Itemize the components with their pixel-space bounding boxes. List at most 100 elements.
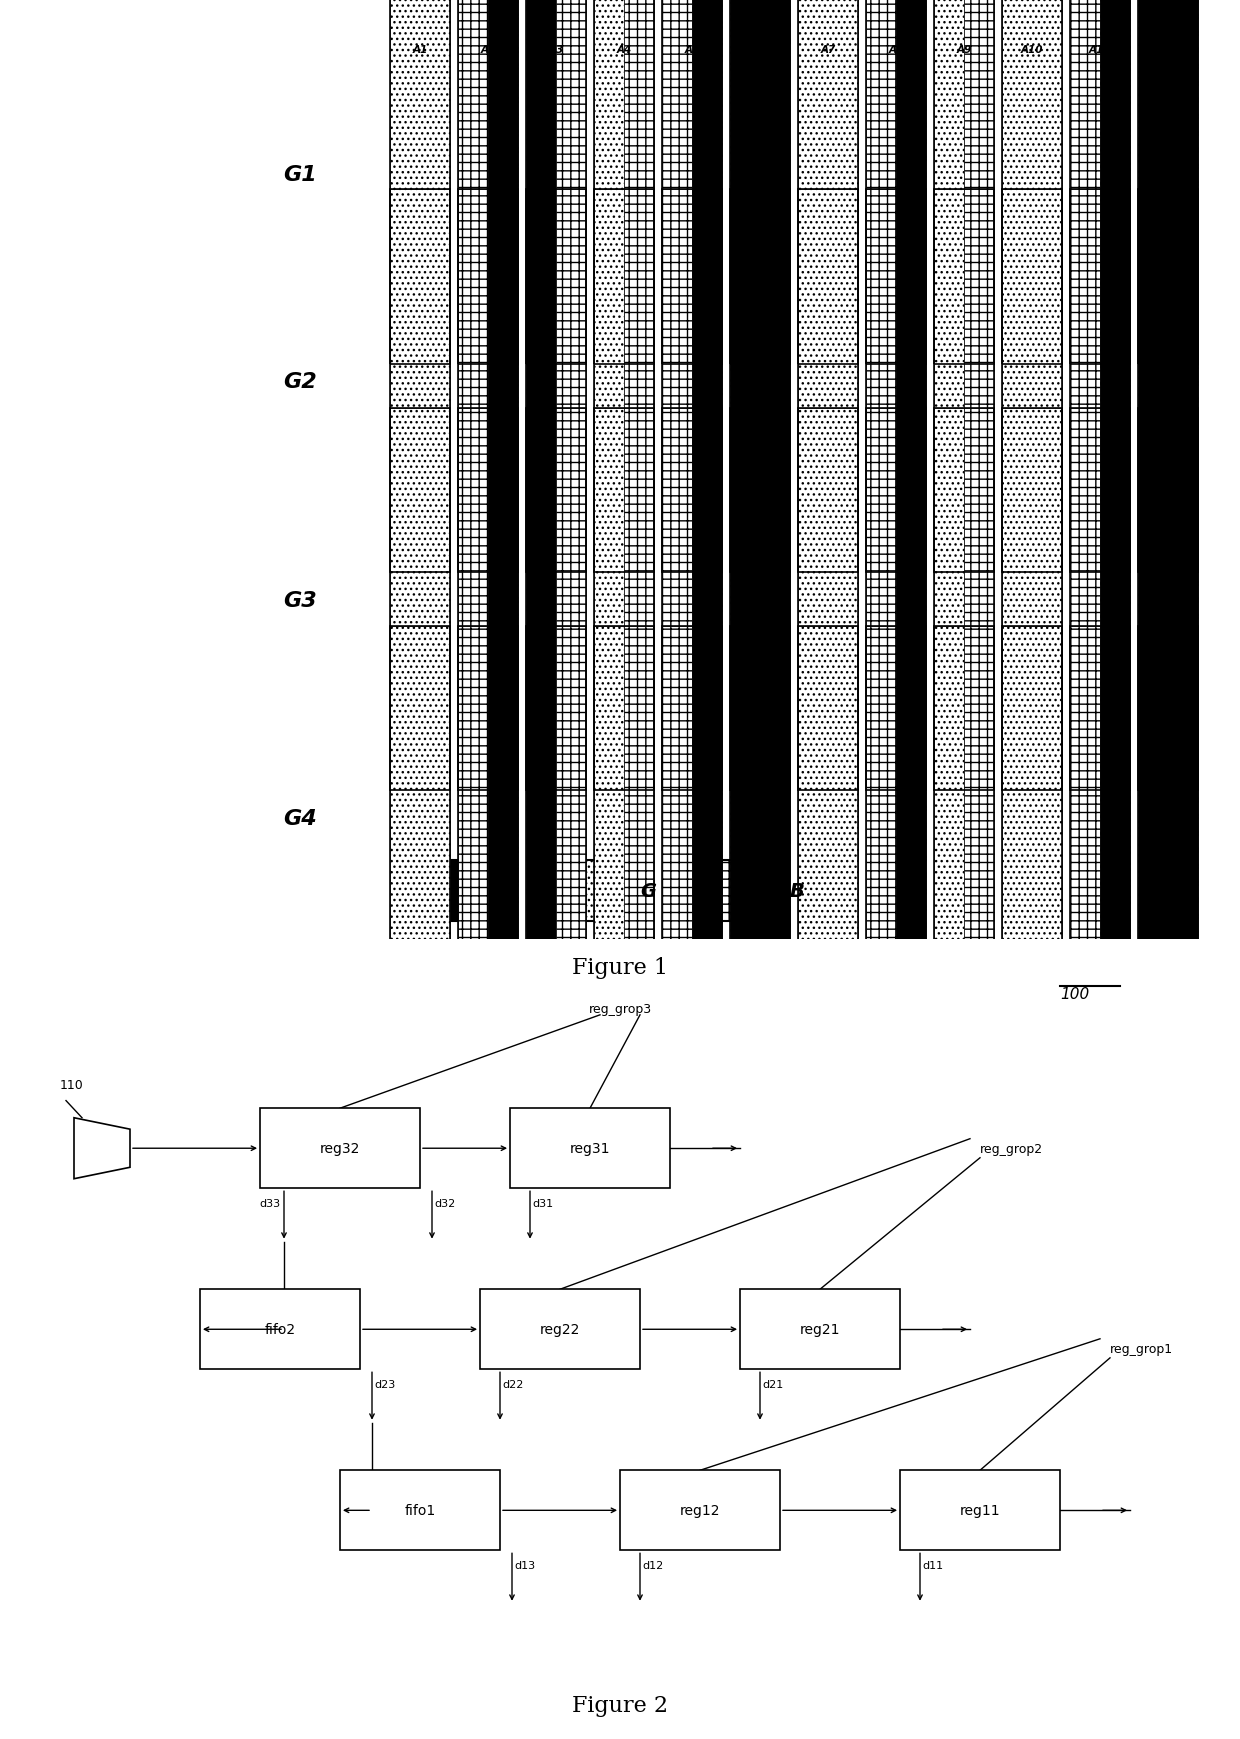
Bar	[1138, 0, 1198, 365]
Bar	[963, 190, 994, 572]
Bar	[594, 409, 624, 791]
Bar	[934, 190, 963, 572]
Bar	[391, 409, 450, 791]
Bar	[526, 0, 587, 365]
Bar	[391, 190, 450, 572]
Text: Figure 1: Figure 1	[572, 956, 668, 979]
Bar	[662, 0, 692, 365]
Bar	[1100, 409, 1130, 791]
Text: G: G	[640, 882, 656, 901]
Bar	[1138, 409, 1198, 791]
Text: d11: d11	[923, 1560, 944, 1570]
Bar	[866, 409, 897, 791]
Bar	[897, 190, 926, 572]
Bar	[1070, 0, 1130, 365]
Bar	[692, 626, 722, 1009]
Bar	[730, 0, 790, 365]
Text: reg12: reg12	[680, 1504, 720, 1518]
Bar	[799, 626, 858, 1009]
Bar	[1002, 409, 1061, 791]
Bar	[458, 409, 518, 791]
Bar	[1002, 409, 1061, 791]
Bar	[1002, 190, 1061, 572]
Bar	[866, 190, 897, 572]
Bar	[489, 626, 518, 1009]
Bar	[692, 409, 722, 791]
Text: A2: A2	[480, 45, 496, 54]
Text: reg_grop1: reg_grop1	[1110, 1343, 1173, 1355]
Bar	[1100, 190, 1130, 572]
Text: reg21: reg21	[800, 1323, 841, 1337]
Bar	[900, 1471, 1060, 1551]
Bar	[420, 861, 476, 922]
Bar	[1138, 626, 1198, 1009]
Bar	[730, 409, 790, 791]
Bar	[526, 409, 556, 791]
Text: A4: A4	[616, 45, 631, 54]
Bar	[624, 626, 653, 1009]
Bar	[489, 409, 518, 791]
Bar	[934, 409, 994, 791]
Bar	[1002, 626, 1061, 1009]
Bar	[963, 409, 994, 791]
Text: A12: A12	[1157, 45, 1179, 54]
Bar	[1100, 626, 1130, 1009]
Bar	[556, 409, 587, 791]
Bar	[526, 626, 587, 1009]
Text: d33: d33	[259, 1198, 280, 1209]
Text: A8: A8	[888, 45, 904, 54]
Text: 110: 110	[60, 1078, 84, 1092]
Bar	[594, 626, 624, 1009]
Bar	[799, 190, 858, 572]
Text: d22: d22	[502, 1379, 523, 1389]
Bar	[1070, 190, 1130, 572]
Bar	[594, 190, 624, 572]
Bar	[720, 861, 776, 922]
Bar	[692, 190, 722, 572]
Bar	[866, 0, 897, 365]
Bar	[556, 626, 587, 1009]
Bar	[730, 626, 790, 1009]
Bar	[730, 409, 790, 791]
Text: G1: G1	[283, 165, 317, 184]
Bar	[624, 409, 653, 791]
Bar	[1138, 0, 1198, 365]
Bar	[620, 1471, 780, 1551]
Text: A3: A3	[548, 45, 564, 54]
Bar	[510, 1108, 670, 1188]
Bar	[730, 0, 790, 365]
Bar	[489, 0, 518, 365]
Text: d23: d23	[374, 1379, 396, 1389]
Text: 100: 100	[1060, 986, 1089, 1002]
Bar	[799, 409, 858, 791]
Bar	[340, 1471, 500, 1551]
Bar	[866, 626, 926, 1009]
Bar	[458, 0, 518, 365]
Bar	[526, 0, 556, 365]
Bar	[799, 0, 858, 365]
Bar	[662, 626, 692, 1009]
Bar	[1070, 626, 1100, 1009]
Text: d31: d31	[532, 1198, 553, 1209]
Text: G4: G4	[283, 809, 317, 830]
Bar	[594, 190, 653, 572]
Bar	[866, 626, 897, 1009]
Bar	[391, 0, 450, 365]
Bar	[391, 626, 450, 1009]
Bar	[662, 409, 692, 791]
Text: Figure 2: Figure 2	[572, 1694, 668, 1716]
Bar	[662, 190, 692, 572]
Text: B: B	[790, 882, 805, 901]
Bar	[692, 0, 722, 365]
Text: G3: G3	[283, 591, 317, 610]
Bar	[934, 626, 994, 1009]
Bar	[526, 190, 587, 572]
Text: d21: d21	[763, 1379, 784, 1389]
Text: A6: A6	[753, 45, 768, 54]
Bar	[624, 190, 653, 572]
Bar	[799, 409, 858, 791]
Text: reg22: reg22	[539, 1323, 580, 1337]
Text: G2: G2	[283, 372, 317, 393]
Bar	[934, 626, 963, 1009]
Text: d12: d12	[642, 1560, 663, 1570]
